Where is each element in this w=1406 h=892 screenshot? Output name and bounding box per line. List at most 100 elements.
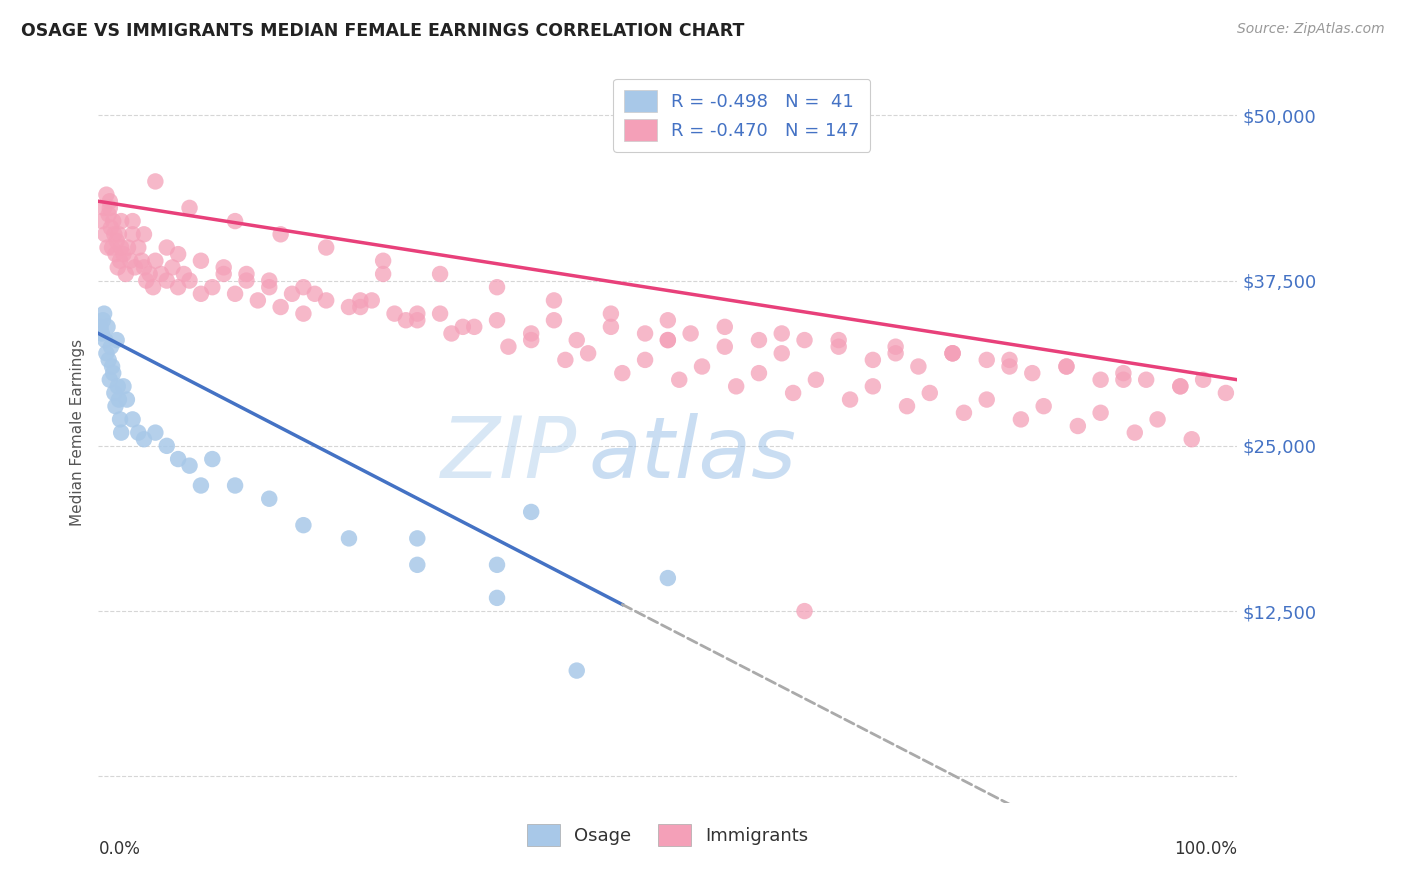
Point	[121, 227, 143, 242]
Point	[101, 359, 124, 374]
Point	[110, 240, 132, 255]
Point	[1112, 373, 1135, 387]
Point	[103, 386, 125, 401]
Point	[145, 425, 167, 440]
Point	[270, 300, 292, 314]
Point	[406, 532, 429, 546]
Point	[576, 346, 599, 360]
Point	[101, 240, 124, 255]
Point	[657, 313, 679, 327]
Point	[235, 274, 257, 288]
Point	[135, 274, 157, 288]
Point	[565, 333, 588, 347]
Point	[108, 253, 131, 268]
Point	[690, 359, 713, 374]
Point	[565, 664, 588, 678]
Point	[1181, 432, 1204, 446]
Point	[179, 274, 201, 288]
Point	[121, 412, 143, 426]
Point	[121, 214, 143, 228]
Point	[108, 412, 131, 426]
Text: atlas: atlas	[588, 413, 796, 496]
Point	[108, 392, 131, 407]
Point	[96, 240, 118, 255]
Point	[395, 313, 418, 327]
Point	[349, 293, 371, 308]
Point	[828, 333, 851, 347]
Point	[486, 591, 509, 605]
Text: 0.0%: 0.0%	[98, 840, 141, 858]
Point	[292, 280, 315, 294]
Point	[100, 340, 122, 354]
Point	[190, 253, 212, 268]
Point	[281, 286, 304, 301]
Point	[190, 478, 212, 492]
Point	[103, 214, 125, 228]
Point	[349, 300, 371, 314]
Point	[96, 346, 118, 360]
Point	[520, 333, 543, 347]
Point	[884, 346, 907, 360]
Point	[998, 352, 1021, 367]
Point	[132, 432, 155, 446]
Text: ZIP: ZIP	[440, 413, 576, 496]
Point	[634, 352, 657, 367]
Point	[406, 313, 429, 327]
Point	[406, 558, 429, 572]
Point	[131, 253, 153, 268]
Point	[543, 313, 565, 327]
Point	[1170, 379, 1192, 393]
Point	[679, 326, 702, 341]
Point	[145, 253, 167, 268]
Point	[224, 286, 246, 301]
Point	[94, 227, 117, 242]
Point	[112, 247, 135, 261]
Point	[315, 240, 337, 255]
Point	[770, 326, 793, 341]
Point	[304, 286, 326, 301]
Point	[543, 293, 565, 308]
Point	[896, 399, 918, 413]
Point	[486, 558, 509, 572]
Point	[93, 201, 115, 215]
Point	[224, 478, 246, 492]
Text: 100.0%: 100.0%	[1174, 840, 1237, 858]
Point	[714, 340, 737, 354]
Point	[1170, 379, 1192, 393]
Point	[315, 293, 337, 308]
Point	[520, 505, 543, 519]
Point	[1135, 373, 1157, 387]
Point	[748, 333, 770, 347]
Point	[97, 352, 120, 367]
Point	[142, 280, 165, 294]
Point	[1123, 425, 1146, 440]
Point	[212, 260, 235, 275]
Point	[156, 439, 179, 453]
Point	[201, 280, 224, 294]
Point	[486, 313, 509, 327]
Point	[998, 359, 1021, 374]
Point	[1021, 366, 1043, 380]
Point	[104, 247, 127, 261]
Point	[942, 346, 965, 360]
Point	[862, 352, 884, 367]
Point	[112, 379, 135, 393]
Point	[145, 174, 167, 188]
Point	[600, 319, 623, 334]
Point	[371, 253, 394, 268]
Point	[110, 214, 132, 228]
Point	[292, 518, 315, 533]
Point	[132, 260, 155, 275]
Point	[657, 333, 679, 347]
Point	[600, 307, 623, 321]
Point	[793, 604, 815, 618]
Point	[105, 234, 128, 248]
Point	[463, 319, 485, 334]
Point	[108, 227, 131, 242]
Point	[1067, 419, 1090, 434]
Point	[259, 280, 281, 294]
Point	[103, 227, 125, 242]
Point	[782, 386, 804, 401]
Point	[97, 207, 120, 221]
Point	[828, 340, 851, 354]
